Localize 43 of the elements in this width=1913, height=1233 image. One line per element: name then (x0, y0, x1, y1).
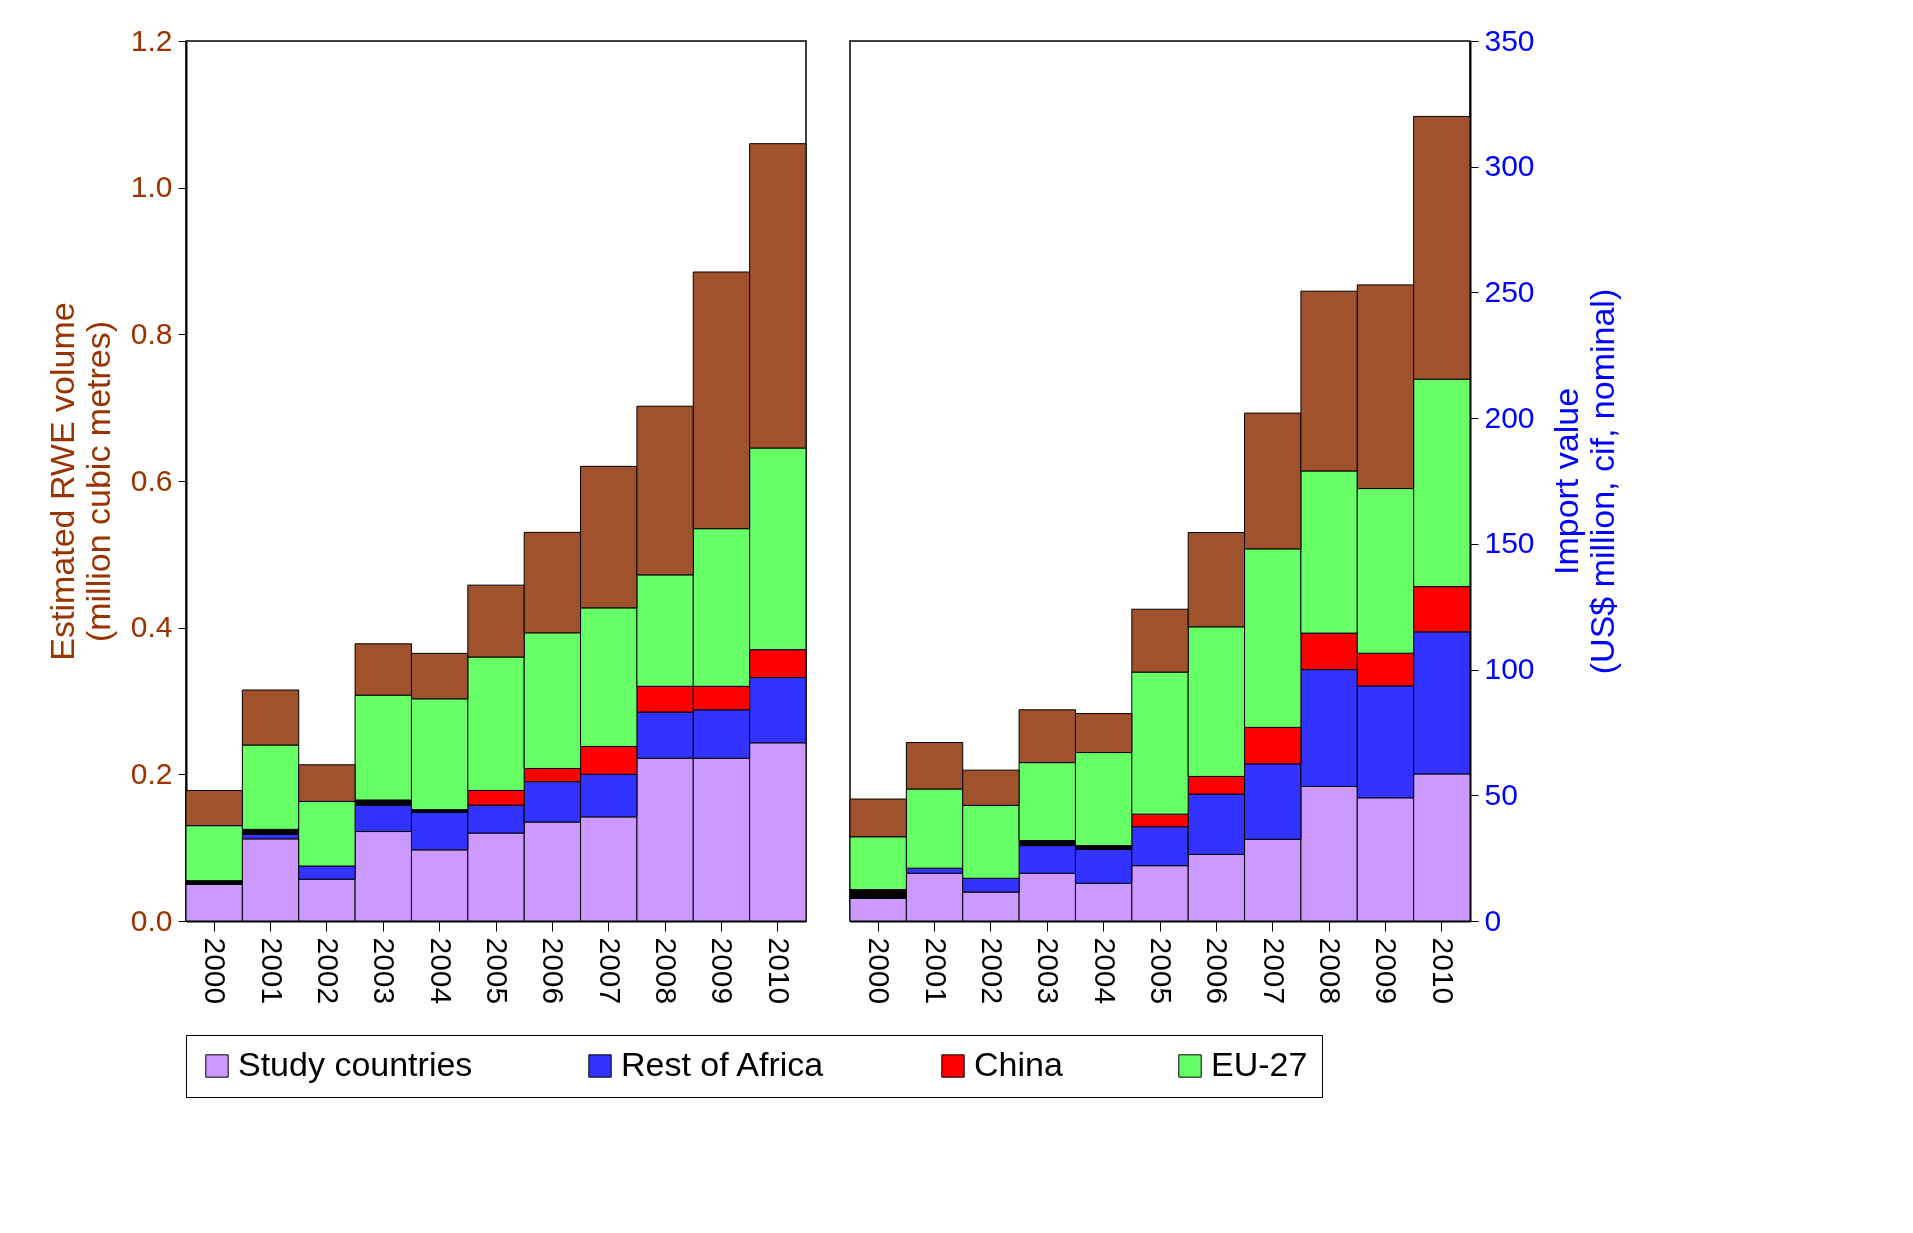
x-tick-label: 2006 (537, 937, 571, 1005)
x-tick-label: 2010 (762, 937, 796, 1005)
y2-tick-label: 250 (1484, 274, 1535, 308)
legend-label: China (974, 1045, 1063, 1083)
legend-label: EU-27 (1211, 1045, 1308, 1083)
y2-tick-label: 200 (1484, 400, 1535, 434)
y-tick-label: 0.8 (130, 316, 173, 350)
y2-tick-label: 100 (1484, 652, 1535, 686)
x-tick-label: 2010 (1426, 937, 1460, 1005)
x-tick-label: 2000 (199, 937, 233, 1005)
y-tick-label: 0.2 (130, 756, 173, 790)
y-tick-label: 0.0 (130, 903, 173, 937)
x-tick-label: 2007 (1257, 937, 1291, 1005)
y2-tick-label: 0 (1484, 903, 1502, 937)
y-tick-label: 1.0 (130, 170, 173, 204)
legend-label: Study countries (238, 1045, 473, 1083)
x-tick-label: 2004 (424, 937, 458, 1005)
y-tick-label: 1.2 (130, 23, 173, 57)
y2-tick-label: 350 (1484, 23, 1535, 57)
y2-tick-label: 50 (1484, 777, 1518, 811)
x-tick-label: 2008 (650, 937, 684, 1005)
legend-label: Rest of Africa (621, 1045, 824, 1083)
y2-axis-title: Import value (US$ million, cif, nominal) (1546, 288, 1621, 675)
x-tick-label: 2009 (1370, 937, 1404, 1005)
x-tick-label: 2005 (1145, 937, 1178, 1005)
x-tick-label: 2004 (1088, 937, 1122, 1005)
x-tick-label: 2007 (593, 937, 627, 1005)
x-tick-label: 2003 (368, 937, 402, 1005)
y2-tick-label: 150 (1484, 526, 1535, 560)
x-tick-label: 2001 (255, 937, 289, 1005)
x-tick-label: 2006 (1201, 937, 1235, 1005)
x-tick-label: 2005 (481, 937, 514, 1005)
x-tick-label: 2001 (919, 937, 953, 1005)
x-tick-label: 2003 (1032, 937, 1066, 1005)
x-tick-label: 2000 (863, 937, 897, 1005)
y-tick-label: 0.6 (130, 463, 173, 497)
y2-tick-label: 300 (1484, 149, 1535, 183)
x-tick-label: 2008 (1314, 937, 1348, 1005)
y-axis-title: Estimated RWE volume (million cubic metres) (42, 302, 117, 661)
y-tick-label: 0.4 (130, 610, 173, 644)
x-tick-label: 2002 (311, 937, 345, 1005)
x-tick-label: 2002 (975, 937, 1009, 1005)
x-tick-label: 2009 (706, 937, 740, 1005)
